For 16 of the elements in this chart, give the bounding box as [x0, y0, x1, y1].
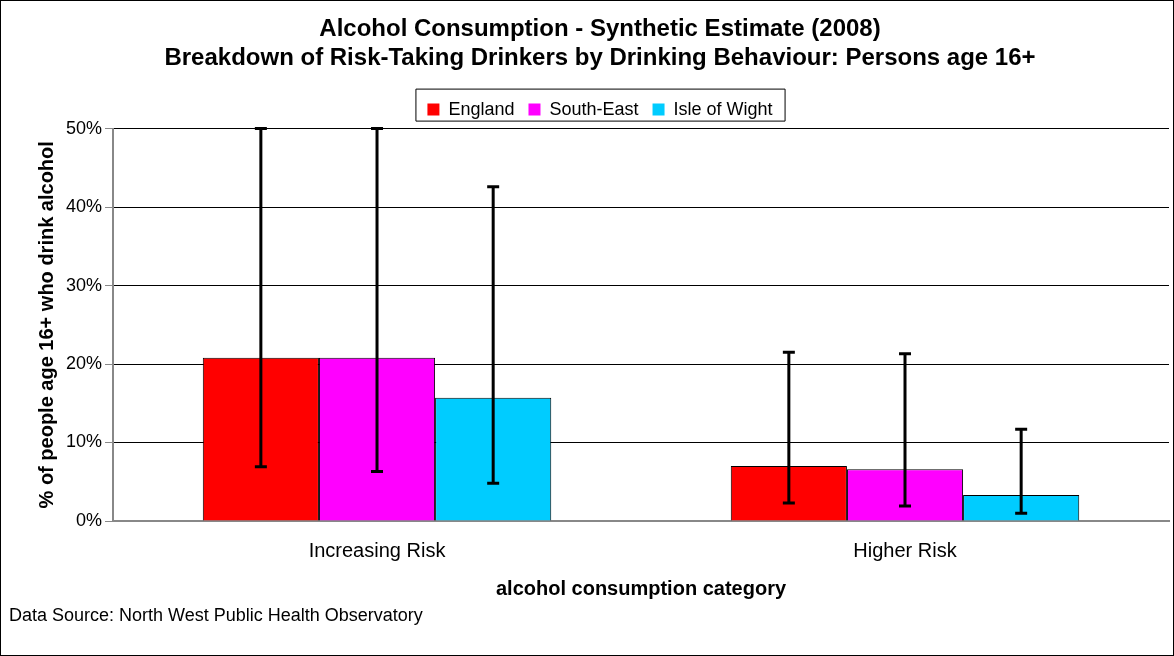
y-tick-label: 20% [66, 353, 103, 374]
x-tick-label: Increasing Risk [308, 538, 447, 561]
y-axis-title: % of people age 16+ who drink alcohol [34, 141, 57, 509]
legend-label: England [448, 98, 515, 119]
y-tick-label: 10% [66, 431, 103, 452]
source-note: Data Source: North West Public Health Observatory [9, 605, 423, 625]
chart-subtitle: Breakdown of Risk-Taking Drinkers by Drinking Behaviour: Persons age 16+ [164, 42, 1036, 70]
legend-label: South-East [549, 98, 639, 119]
y-tick-label: 50% [66, 117, 103, 138]
chart-title: Alcohol Consumption - Synthetic Estimate (2008) [319, 14, 881, 42]
x-axis-title: alcohol consumption category [495, 576, 787, 599]
y-tick-label: 40% [66, 196, 103, 217]
x-tick-label: Higher Risk [853, 538, 958, 561]
y-tick-label: 0% [76, 509, 103, 530]
legend-label: Isle of Wight [673, 98, 773, 119]
y-tick-label: 30% [66, 274, 103, 295]
